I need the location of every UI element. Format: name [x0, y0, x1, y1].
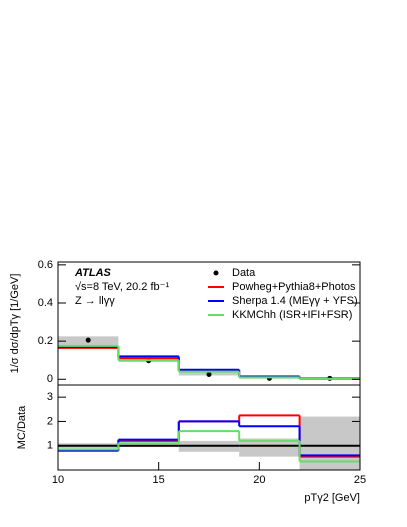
- data-point: [206, 372, 212, 378]
- x-axis-label: pTγ2 [GeV]: [304, 492, 360, 504]
- annotation: ATLAS: [74, 267, 112, 279]
- y-tick-label: 0.2: [38, 335, 53, 347]
- y-tick-label: 0.6: [38, 259, 53, 271]
- y-axis-label: MC/Data: [16, 405, 28, 449]
- y-tick-label: 0.4: [38, 297, 53, 309]
- y-tick-label: 0: [47, 373, 53, 385]
- legend-label: Data: [232, 267, 256, 279]
- legend-label: Powheg+Pythia8+Photos: [232, 281, 356, 293]
- plot-frame: [57, 384, 361, 471]
- y-tick-label: 1: [47, 440, 53, 452]
- uncertainty-band: [239, 438, 300, 457]
- legend-label: KKMChh (ISR+IFI+FSR): [232, 309, 352, 321]
- legend-label: Sherpa 1.4 (MEγγ + YFS): [232, 295, 358, 307]
- x-tick-label: 15: [153, 474, 165, 486]
- annotation: √s=8 TeV, 20.2 fb⁻¹: [75, 281, 169, 293]
- x-tick-label: 25: [354, 474, 366, 486]
- annotation: Z → llγγ: [75, 295, 115, 307]
- x-tick-label: 20: [253, 474, 265, 486]
- y-axis-label: 1/σ dσ/dpTγ [1/GeV]: [9, 274, 21, 374]
- y-tick-label: 3: [47, 391, 53, 403]
- legend-marker: [213, 270, 219, 276]
- y-tick-label: 2: [47, 415, 53, 427]
- data-point: [85, 337, 91, 343]
- x-tick-label: 10: [52, 474, 64, 486]
